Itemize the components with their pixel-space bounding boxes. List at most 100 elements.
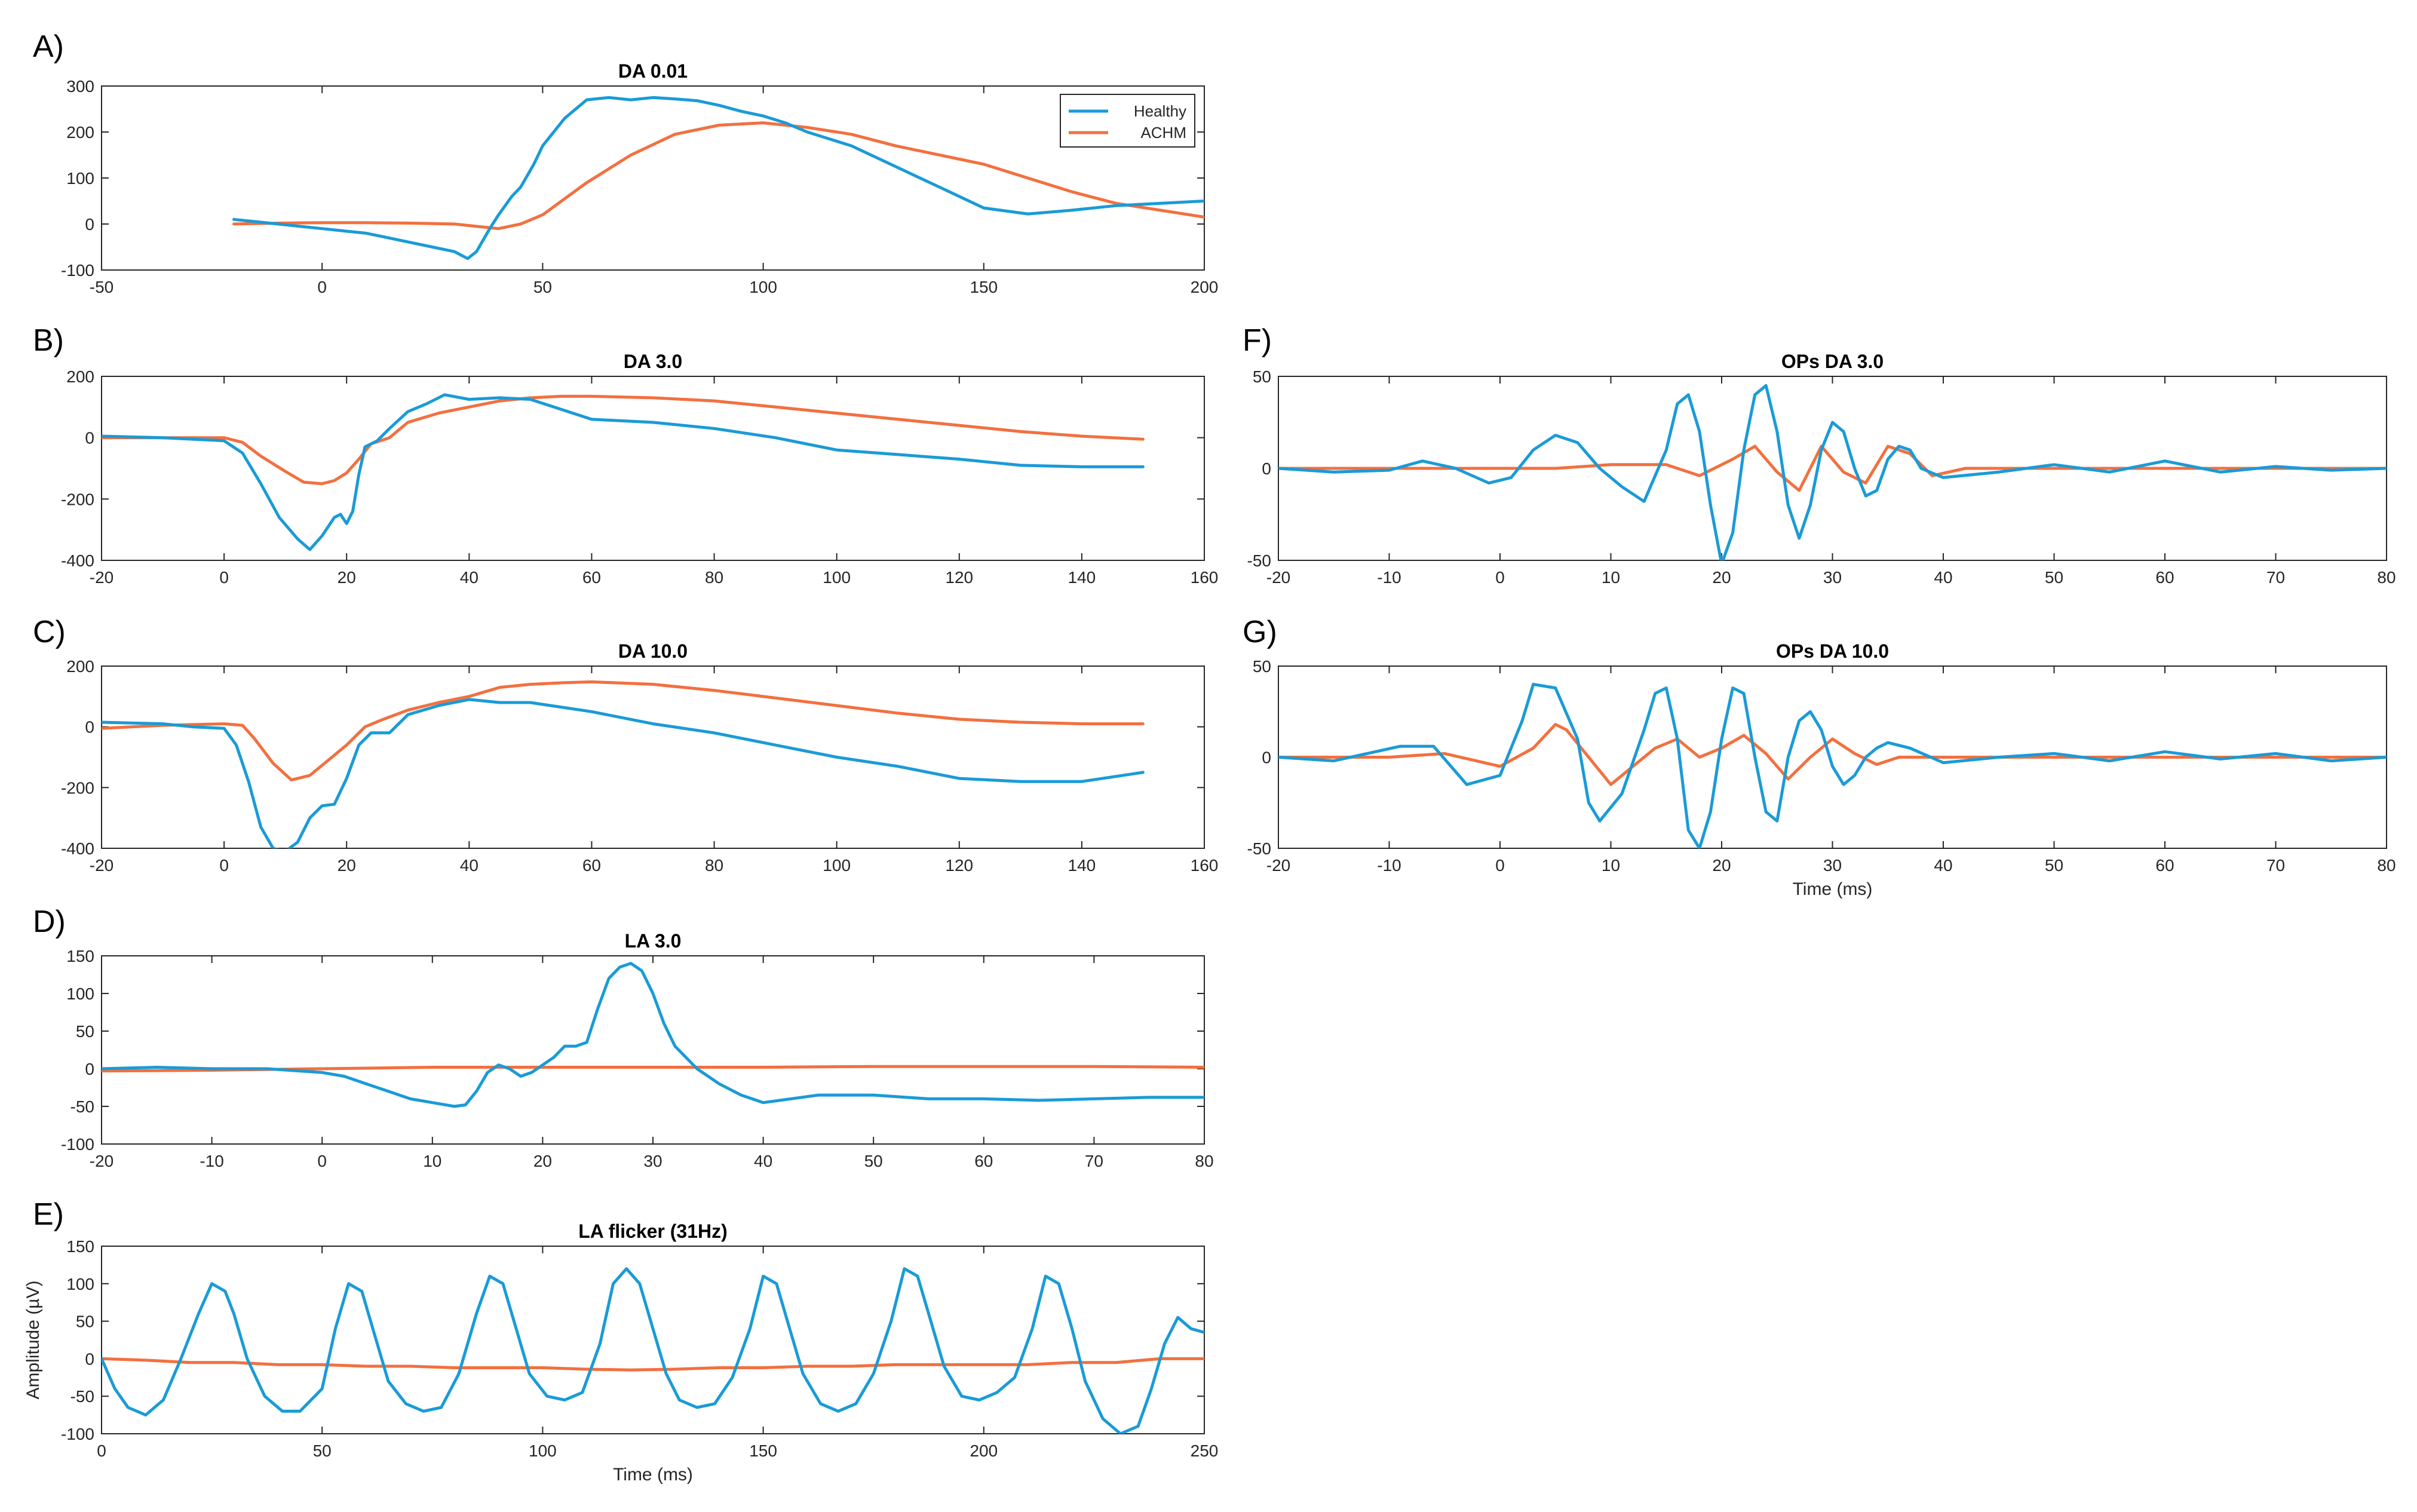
x-tick-label: -20 [90,856,114,875]
y-tick-label: 50 [1253,367,1271,386]
x-tick-label: 20 [1712,856,1731,875]
x-tick-label: 10 [1602,568,1620,587]
chart-panel-c: C)DA 10.0-20 0 20 40 60 80 100 120 140 160-400-20… [33,615,1218,875]
x-tick-label: 60 [2155,568,2174,587]
y-tick-label: -50 [1247,839,1271,858]
x-tick-label: 20 [338,568,356,587]
x-tick-label: 150 [749,1442,777,1460]
chart-title: DA 10.0 [618,640,688,662]
x-tick-label: 120 [945,568,973,587]
y-tick-label: 0 [85,718,94,737]
x-tick-label: 70 [1085,1152,1103,1170]
x-tick-label: -10 [1377,856,1401,875]
chart-title: DA 3.0 [624,351,682,372]
chart-panel-d: D)LA 3.0-20 -10 0 10 20 30 40 50 60 70 80-100-5005… [33,904,1214,1170]
x-tick-label: 100 [749,278,777,296]
chart-panel-f: F) OPs DA 3.0 -20 -10 0 10 20 30 40 50 60 70 80 -50 0 5… [1243,323,2396,587]
x-tick-label: 80 [705,856,723,875]
series-line-healthy [102,698,1145,848]
panel-letter: A) [33,29,64,64]
y-tick-label: -400 [61,551,94,570]
y-tick-label: -200 [61,778,94,797]
x-tick-label: 160 [1191,568,1219,587]
x-tick-label: -20 [90,1152,114,1170]
y-tick-label: 0 [1262,459,1271,478]
y-tick-label: 200 [66,367,94,386]
x-tick-label: 0 [219,568,229,587]
x-tick-label: 80 [1195,1152,1213,1170]
x-tick-label: -10 [1377,568,1401,587]
x-tick-label: 50 [2045,568,2063,587]
series-line-achm [1278,444,2387,492]
x-tick-label: 40 [460,568,479,587]
panel-letter: G) [1243,615,1277,649]
x-tick-label: 80 [2377,856,2395,875]
x-tick-label: 150 [970,278,998,296]
x-tick-label: 80 [2377,568,2395,587]
x-tick-label: 60 [582,568,601,587]
y-tick-label: 200 [66,123,94,142]
x-tick-label: 40 [1934,568,1952,587]
y-tick-label: 150 [66,1237,94,1256]
x-tick-label: 60 [582,856,601,875]
x-tick-label: 250 [1191,1442,1219,1460]
x-tick-label: 60 [974,1152,993,1170]
axes-box [101,955,1205,1145]
chart-panel-g: G) OPs DA 10.0 -20 -10 0 10 20 30 40 50 60 70 80 -50 0… [1243,615,2396,899]
y-tick-label: -200 [61,490,94,508]
panel-letter: C) [33,615,66,649]
series-line-achm [232,121,1204,231]
series-line-healthy [102,1267,1204,1434]
y-tick-label: 0 [85,215,94,234]
y-tick-label: -100 [61,261,94,280]
y-tick-label: 0 [1262,749,1271,767]
x-tick-label: 40 [460,856,479,875]
x-tick-label: 0 [97,1442,106,1460]
x-tick-label: 30 [643,1152,662,1170]
x-tick-label: 50 [2045,856,2063,875]
legend-label-achm: ACHM [1140,124,1186,142]
axes-box [101,1246,1205,1434]
x-tick-label: 100 [823,856,851,875]
panel-letter: B) [33,323,64,358]
series-line-healthy [1278,384,2387,560]
x-tick-label: 50 [864,1152,883,1170]
series-line-achm [102,680,1145,782]
y-axis-label: Amplitude (µV) [23,1280,43,1399]
legend-label-healthy: Healthy [1134,102,1186,120]
panel-letter: E) [33,1197,64,1232]
x-tick-label: 10 [1602,856,1620,875]
series-line-healthy [102,962,1204,1108]
x-tick-label: 100 [823,568,851,587]
y-tick-label: -100 [61,1425,94,1443]
x-tick-label: -50 [90,278,114,296]
x-tick-label: 50 [313,1442,332,1460]
x-axis-label: Time (ms) [613,1465,693,1485]
x-tick-label: 200 [970,1442,998,1460]
x-tick-label: 60 [2155,856,2174,875]
x-tick-label: 20 [338,856,356,875]
x-tick-label: 0 [317,1152,327,1170]
y-tick-label: -50 [70,1387,94,1406]
series-line-achm [102,394,1145,486]
y-tick-label: 100 [66,1275,94,1293]
legend: Healthy ACHM [1060,94,1195,148]
y-tick-label: 50 [1253,657,1271,676]
y-tick-label: 50 [76,1312,94,1331]
x-tick-label: 80 [705,568,723,587]
x-tick-label: 0 [1495,568,1505,587]
y-tick-label: 150 [66,947,94,965]
y-tick-label: 50 [76,1022,94,1041]
x-tick-label: -20 [1266,568,1290,587]
series-line-healthy [1278,683,2387,848]
x-tick-label: 140 [1068,568,1096,587]
x-tick-label: 0 [1495,856,1505,875]
legend-box [1060,94,1195,148]
y-tick-label: -400 [61,839,94,858]
axes-box [101,665,1205,849]
panel-letter: F) [1243,323,1272,358]
x-tick-label: 160 [1191,856,1219,875]
x-tick-label: 70 [2266,856,2285,875]
x-tick-label: 120 [945,856,973,875]
